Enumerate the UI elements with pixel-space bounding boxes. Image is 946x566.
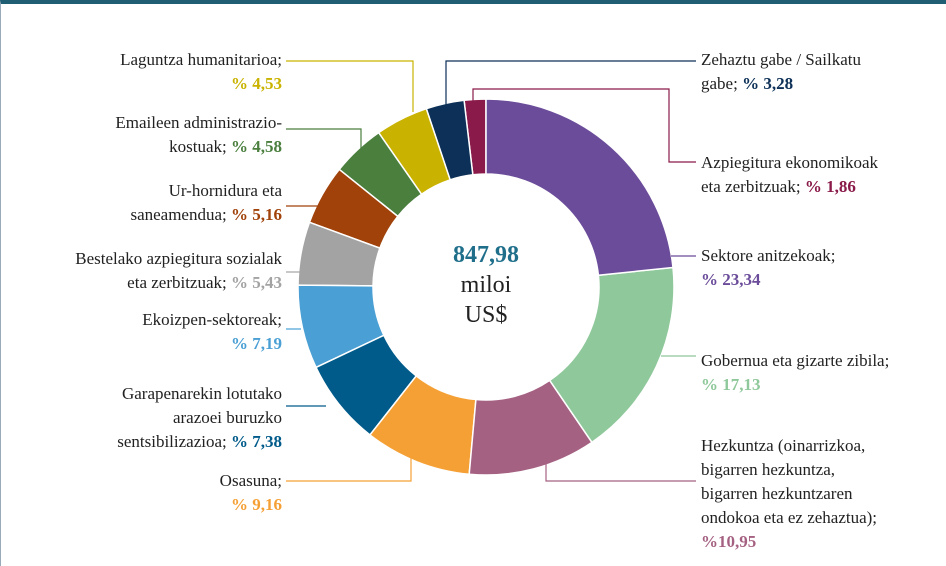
center-unit: US$ (464, 302, 508, 328)
category-name: Laguntza humanitarioa; (120, 50, 282, 69)
donut-segment (297, 284, 385, 369)
center-total: 847,98 (453, 242, 519, 268)
leader (286, 128, 362, 154)
category-name: Azpiegitura ekonomikoak eta zerbitzuak; (701, 153, 879, 196)
segment-label: Laguntza humanitarioa; % 4,53 (120, 48, 282, 96)
leader (472, 88, 696, 163)
donut-segment (368, 374, 477, 476)
leader (286, 60, 414, 112)
donut-segment (308, 168, 399, 250)
segment-label: Gobernua eta gizarte zibila; % 17,13 (701, 349, 889, 397)
center-unit: miloi (460, 272, 512, 298)
value-label: % 7,38 (231, 432, 282, 451)
donut-segment (315, 334, 418, 436)
donut-segment (548, 266, 675, 444)
category-name: Ur-hornidura eta saneamendua; (130, 181, 282, 224)
value-label: % 4,53 (231, 74, 282, 93)
value-label: % 5,16 (231, 205, 282, 224)
donut-segment (297, 221, 381, 287)
segment-label: Zehaztu gabe / Sailkatu gabe; % 3,28 (701, 48, 861, 96)
value-label: % 7,19 (231, 334, 282, 353)
donut-segment (468, 379, 593, 476)
segment-label: Sektore anitzekoak; % 23,34 (701, 244, 836, 292)
donut-segment (425, 99, 474, 181)
category-name: Bestelako azpiegitura sozialak eta zerbi… (75, 249, 282, 292)
leader (445, 60, 696, 106)
value-label: % 9,16 (231, 495, 282, 514)
donut-area (286, 60, 696, 482)
category-name: Emaileen administrazio- kostuak; (115, 113, 282, 156)
segment-label: Hezkuntza (oinarrizkoa, bigarren hezkunt… (701, 434, 877, 554)
category-name: Gobernua eta gizarte zibila; (701, 351, 890, 370)
donut-segment (377, 107, 452, 196)
value-label: % 23,34 (701, 270, 761, 289)
segment-label: Azpiegitura ekonomikoak eta zerbitzuak; … (701, 151, 878, 199)
segment-label: Osasuna; % 9,16 (220, 469, 282, 517)
donut-segment (338, 131, 423, 218)
category-name: Zehaztu gabe / Sailkatu gabe; (701, 50, 862, 93)
value-label: % 5,43 (231, 273, 282, 292)
segment-label: Emaileen administrazio- kostuak; % 4,58 (115, 111, 282, 159)
leader (545, 459, 696, 482)
segment-label: Ur-hornidura eta saneamendua; % 5,16 (130, 179, 282, 227)
value-label: % 4,58 (231, 137, 282, 156)
leader (286, 449, 412, 482)
segment-label: Garapenarekin lotutako arazoei buruzko s… (117, 382, 282, 454)
value-label: % 3,28 (742, 74, 794, 93)
segment-label: Ekoizpen-sektoreak; % 7,19 (142, 308, 282, 356)
value-label: % 1,86 (804, 177, 856, 196)
segment-label: Bestelako azpiegitura sozialak eta zerbi… (75, 247, 282, 295)
category-name: Sektore anitzekoak; (701, 246, 836, 265)
leader-lines (286, 60, 696, 482)
category-name: Garapenarekin lotutako arazoei buruzko s… (117, 384, 282, 451)
value-label: %10,95 (701, 532, 757, 551)
category-name: Ekoizpen-sektoreak; (142, 310, 282, 329)
category-name: Osasuna; (219, 471, 282, 490)
category-name: Hezkuntza (oinarrizkoa, bigarren hezkunt… (701, 436, 878, 527)
value-label: % 17,13 (701, 375, 761, 394)
